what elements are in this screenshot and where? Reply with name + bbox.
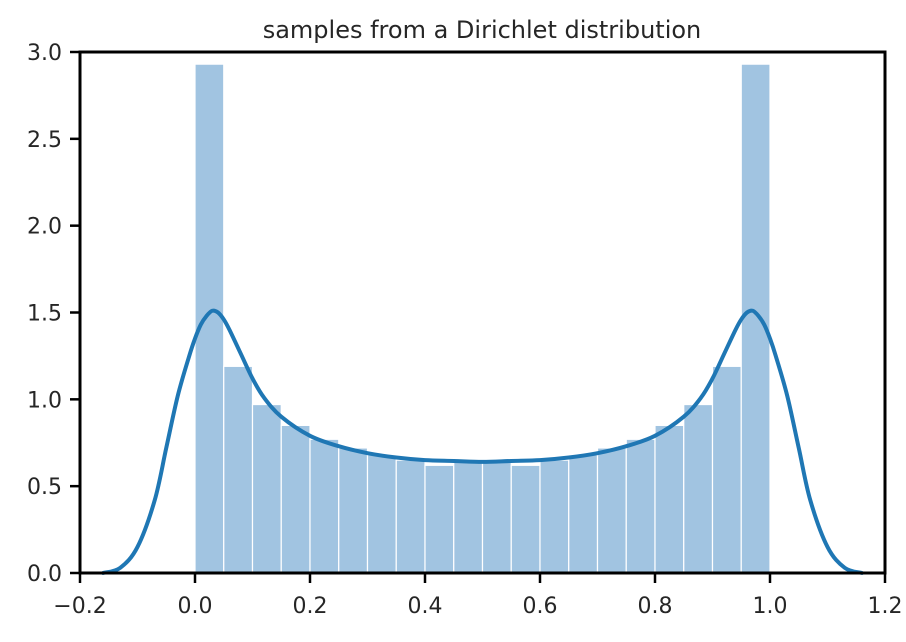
x-axis-ticks: −0.2 0.0 0.2 0.4 0.6 0.8 1.0 1.2 — [53, 573, 903, 619]
histogram-bar — [223, 365, 254, 574]
x-tick-label: 0.0 — [178, 594, 213, 619]
histogram-bar — [481, 459, 512, 574]
y-tick-label: 0.5 — [27, 475, 62, 500]
kde-curve-group — [101, 308, 864, 575]
y-tick-label: 1.0 — [27, 388, 62, 413]
histogram-bar — [654, 424, 685, 574]
histogram-bar — [338, 447, 369, 574]
x-tick-label: 0.4 — [408, 594, 443, 619]
x-tick-label: 1.2 — [868, 594, 903, 619]
y-tick-label: 3.0 — [27, 41, 62, 66]
histogram-bars — [194, 63, 771, 574]
histogram-bar — [194, 63, 225, 574]
histogram-bar — [510, 464, 541, 574]
histogram-bar — [539, 459, 570, 574]
y-axis-ticks: 0.0 0.5 1.0 1.5 2.0 2.5 3.0 — [27, 41, 80, 587]
histogram-bar — [280, 424, 311, 574]
histogram-bar — [453, 459, 484, 574]
kde-line — [101, 308, 864, 575]
x-tick-label: 0.6 — [523, 594, 558, 619]
y-tick-label: 1.5 — [27, 302, 62, 327]
histogram-bar — [395, 459, 426, 574]
x-tick-label: −0.2 — [53, 594, 106, 619]
histogram-bar — [309, 438, 340, 574]
histogram-bar — [625, 438, 656, 574]
histogram-bar — [596, 447, 627, 574]
histogram-bar — [568, 454, 599, 574]
x-tick-label: 1.0 — [753, 594, 788, 619]
y-tick-label: 0.0 — [27, 562, 62, 587]
y-tick-label: 2.0 — [27, 215, 62, 240]
histogram-bar — [424, 464, 455, 574]
histogram-bar — [740, 63, 771, 574]
histogram-bar — [251, 403, 282, 574]
histogram-bar — [366, 454, 397, 574]
histogram-bar — [711, 365, 742, 574]
x-tick-label: 0.2 — [293, 594, 328, 619]
chart-title: samples from a Dirichlet distribution — [263, 16, 702, 44]
y-tick-label: 2.5 — [27, 128, 62, 153]
histogram-bar — [683, 403, 714, 574]
x-tick-label: 0.8 — [638, 594, 673, 619]
